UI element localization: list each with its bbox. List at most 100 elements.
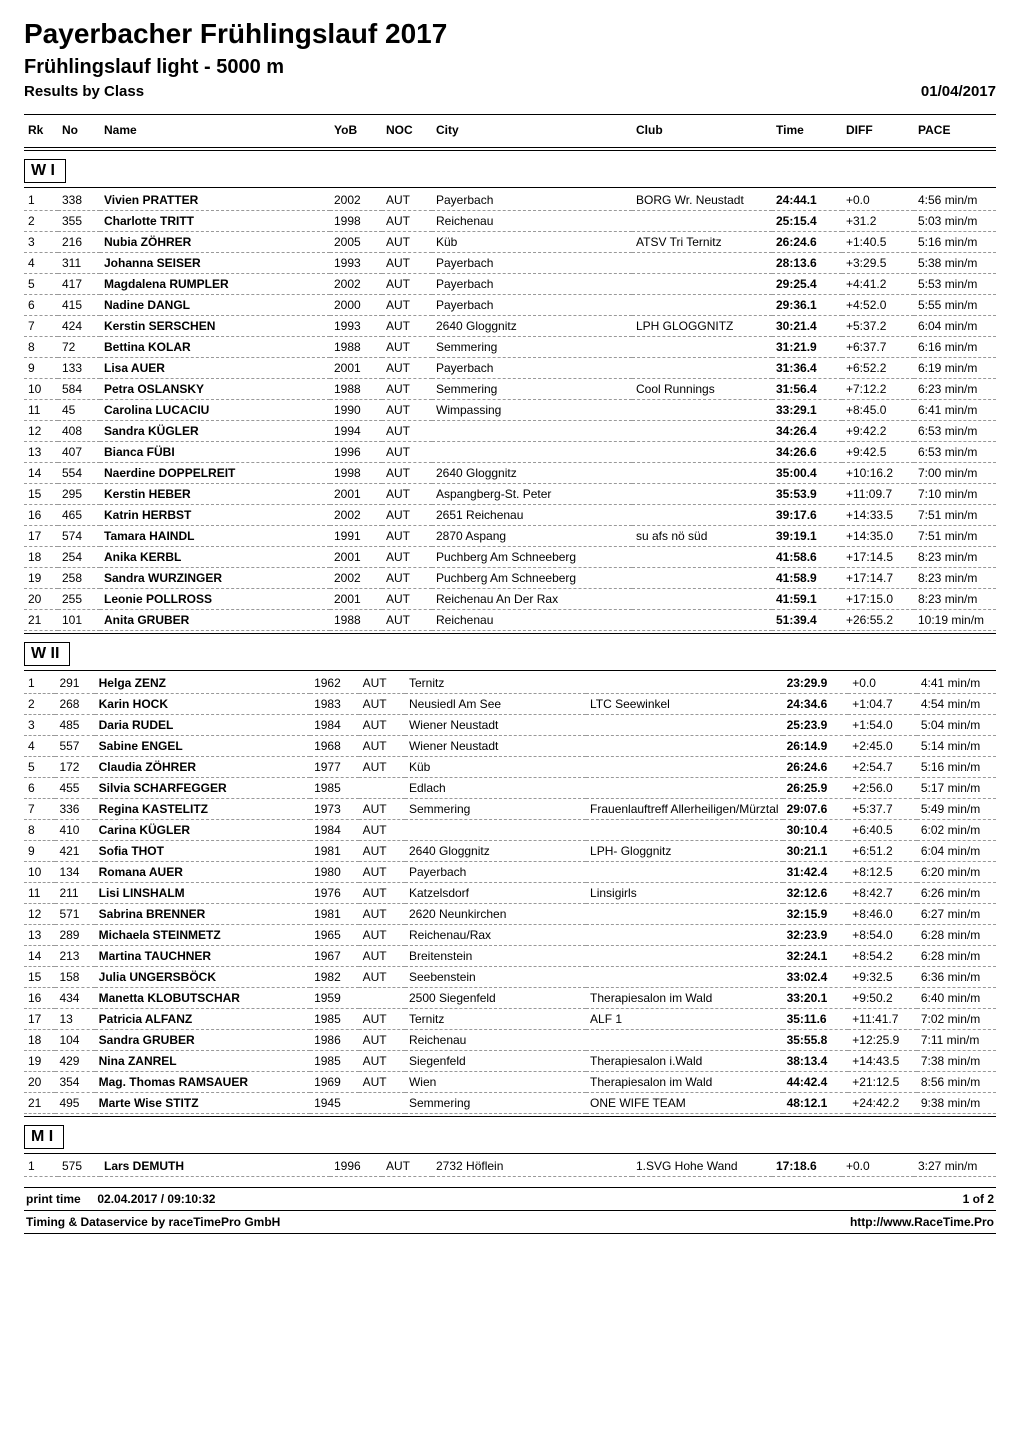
col-header-rk: Rk <box>24 117 58 143</box>
cell-yob: 1983 <box>310 694 359 715</box>
cell-rk: 4 <box>24 253 58 274</box>
cell-yob: 1990 <box>330 400 382 421</box>
cell-rk: 1 <box>24 1156 58 1177</box>
cell-rk: 10 <box>24 862 55 883</box>
page-number: 1 of 2 <box>963 1192 994 1206</box>
cell-rk: 11 <box>24 400 58 421</box>
cell-diff: +7:12.2 <box>842 379 914 400</box>
cell-no: 338 <box>58 190 100 211</box>
cell-no: 571 <box>55 904 94 925</box>
cell-no: 434 <box>55 988 94 1009</box>
cell-club <box>632 253 772 274</box>
cell-diff: +11:41.7 <box>848 1009 917 1030</box>
cell-yob: 1986 <box>310 1030 359 1051</box>
cell-rk: 21 <box>24 1093 55 1114</box>
cell-rk: 7 <box>24 799 55 820</box>
cell-rk: 14 <box>24 946 55 967</box>
cell-club: LTC Seewinkel <box>586 694 783 715</box>
cell-yob: 1994 <box>330 421 382 442</box>
cell-time: 35:55.8 <box>783 1030 849 1051</box>
cell-time: 32:15.9 <box>783 904 849 925</box>
cell-name: Johanna SEISER <box>100 253 330 274</box>
cell-diff: +4:52.0 <box>842 295 914 316</box>
cell-no: 557 <box>55 736 94 757</box>
cell-yob: 1985 <box>310 1051 359 1072</box>
cell-rk: 6 <box>24 295 58 316</box>
cell-noc: AUT <box>359 1051 405 1072</box>
cell-rk: 20 <box>24 589 58 610</box>
cell-name: Katrin HERBST <box>100 505 330 526</box>
cell-rk: 16 <box>24 988 55 1009</box>
table-row: 14554Naerdine DOPPELREIT1998AUT2640 Glog… <box>24 463 996 484</box>
cell-time: 32:24.1 <box>783 946 849 967</box>
col-header-pace: PACE <box>914 117 996 143</box>
cell-rk: 19 <box>24 1051 55 1072</box>
cell-noc: AUT <box>382 463 432 484</box>
cell-diff: +31.2 <box>842 211 914 232</box>
cell-city <box>432 421 632 442</box>
cell-pace: 9:38 min/m <box>917 1093 996 1114</box>
cell-time: 31:36.4 <box>772 358 842 379</box>
cell-name: Tamara HAINDL <box>100 526 330 547</box>
cell-city: 2640 Gloggnitz <box>432 316 632 337</box>
cell-name: Manetta KLOBUTSCHAR <box>95 988 310 1009</box>
cell-city: Semmering <box>432 379 632 400</box>
cell-noc: AUT <box>359 925 405 946</box>
cell-time: 26:14.9 <box>783 736 849 757</box>
table-row: 13289Michaela STEINMETZ1965AUTReichenau/… <box>24 925 996 946</box>
table-row: 4557Sabine ENGEL1968AUTWiener Neustadt26… <box>24 736 996 757</box>
cell-noc: AUT <box>359 946 405 967</box>
cell-name: Leonie POLLROSS <box>100 589 330 610</box>
cell-time: 51:39.4 <box>772 610 842 631</box>
cell-name: Kerstin HEBER <box>100 484 330 505</box>
cell-name: Nadine DANGL <box>100 295 330 316</box>
table-row: 8410Carina KÜGLER1984AUT30:10.4+6:40.56:… <box>24 820 996 841</box>
table-row: 21495Marte Wise STITZ1945SemmeringONE WI… <box>24 1093 996 1114</box>
cell-diff: +8:54.2 <box>848 946 917 967</box>
cell-no: 584 <box>58 379 100 400</box>
cell-name: Patricia ALFANZ <box>95 1009 310 1030</box>
cell-rk: 18 <box>24 1030 55 1051</box>
table-row: 4311Johanna SEISER1993AUTPayerbach28:13.… <box>24 253 996 274</box>
cell-rk: 5 <box>24 274 58 295</box>
cell-yob: 1969 <box>310 1072 359 1093</box>
cell-rk: 4 <box>24 736 55 757</box>
cell-diff: +6:40.5 <box>848 820 917 841</box>
cell-name: Sofia THOT <box>95 841 310 862</box>
cell-diff: +0.0 <box>842 190 914 211</box>
table-row: 3216Nubia ZÖHRER2005AUTKübATSV Tri Terni… <box>24 232 996 253</box>
cell-pace: 5:55 min/m <box>914 295 996 316</box>
cell-club: LPH- Gloggnitz <box>586 841 783 862</box>
cell-pace: 8:23 min/m <box>914 589 996 610</box>
cell-noc <box>359 988 405 1009</box>
cell-club <box>632 463 772 484</box>
cell-time: 25:15.4 <box>772 211 842 232</box>
col-header-city: City <box>432 117 632 143</box>
table-row: 12408Sandra KÜGLER1994AUT34:26.4+9:42.26… <box>24 421 996 442</box>
cell-pace: 5:16 min/m <box>914 232 996 253</box>
groups-container: W I1338Vivien PRATTER2002AUTPayerbachBOR… <box>24 150 996 1177</box>
cell-club: LPH GLOGGNITZ <box>632 316 772 337</box>
cell-diff: +12:25.9 <box>848 1030 917 1051</box>
cell-no: 101 <box>58 610 100 631</box>
cell-name: Helga ZENZ <box>95 673 310 694</box>
cell-pace: 5:49 min/m <box>917 799 996 820</box>
cell-diff: +8:54.0 <box>848 925 917 946</box>
cell-pace: 4:54 min/m <box>917 694 996 715</box>
cell-yob: 1998 <box>330 211 382 232</box>
cell-name: Martina TAUCHNER <box>95 946 310 967</box>
cell-name: Magdalena RUMPLER <box>100 274 330 295</box>
cell-city: Edlach <box>405 778 586 799</box>
table-row: 5172Claudia ZÖHRER1977AUTKüb26:24.6+2:54… <box>24 757 996 778</box>
table-row: 13407Bianca FÜBI1996AUT34:26.6+9:42.56:5… <box>24 442 996 463</box>
cell-time: 24:34.6 <box>783 694 849 715</box>
group-header: M I <box>24 1125 64 1149</box>
table-row: 20255Leonie POLLROSS2001AUTReichenau An … <box>24 589 996 610</box>
cell-name: Sandra KÜGLER <box>100 421 330 442</box>
cell-rk: 18 <box>24 547 58 568</box>
cell-time: 26:25.9 <box>783 778 849 799</box>
col-header-noc: NOC <box>382 117 432 143</box>
table-row: 872Bettina KOLAR1988AUTSemmering31:21.9+… <box>24 337 996 358</box>
cell-city: Küb <box>432 232 632 253</box>
cell-rk: 19 <box>24 568 58 589</box>
